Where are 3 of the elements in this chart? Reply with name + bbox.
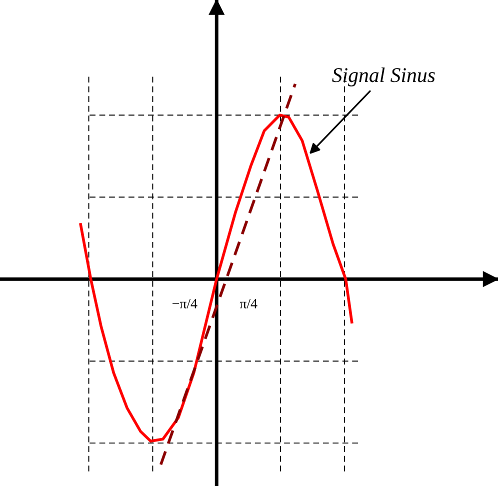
x-tick-label: π/4 — [240, 299, 258, 308]
x-tick-label: −π/4 — [172, 299, 198, 308]
annotation: Signal Sinus — [332, 68, 435, 86]
